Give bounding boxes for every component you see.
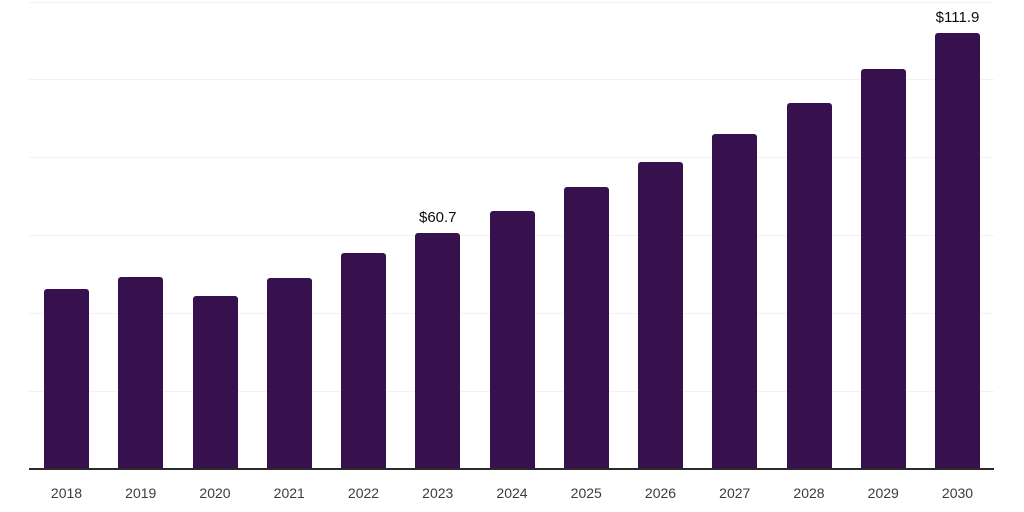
x-tick-2022: 2022 xyxy=(347,485,380,501)
x-tick-2019: 2019 xyxy=(125,485,157,501)
x-tick-2025: 2025 xyxy=(570,485,602,501)
x-tick-2024: 2024 xyxy=(496,485,528,501)
bar-2030[interactable] xyxy=(935,33,980,468)
x-tick-2021: 2021 xyxy=(273,485,305,501)
bar-2018[interactable] xyxy=(44,288,89,468)
value-label-2030: $111.9 xyxy=(935,9,980,27)
x-tick-2026: 2026 xyxy=(644,485,677,501)
bar-2020[interactable] xyxy=(192,296,238,468)
bar-2029[interactable] xyxy=(860,69,906,468)
gridline-80 xyxy=(29,157,994,159)
bar-2019[interactable] xyxy=(118,277,164,468)
x-tick-2028: 2028 xyxy=(793,485,825,501)
bar-2028[interactable] xyxy=(786,102,832,468)
value-label-2023: $60.7 xyxy=(418,208,457,226)
bar-2022[interactable] xyxy=(341,252,386,468)
x-tick-2027: 2027 xyxy=(719,485,751,501)
gridline-100 xyxy=(29,79,994,81)
bar-2024[interactable] xyxy=(489,211,535,468)
x-tick-2020: 2020 xyxy=(199,485,231,501)
gridline-120 xyxy=(29,1,994,3)
bar-2023[interactable] xyxy=(415,232,461,468)
bar-2021[interactable] xyxy=(266,278,312,468)
x-axis-line xyxy=(29,468,994,470)
bar-2025[interactable] xyxy=(563,187,609,468)
x-tick-2030: 2030 xyxy=(941,485,974,501)
bar-2026[interactable] xyxy=(638,161,683,468)
x-tick-2029: 2029 xyxy=(867,485,899,501)
x-tick-2023: 2023 xyxy=(422,485,454,501)
bar-2027[interactable] xyxy=(712,133,758,468)
x-tick-2018: 2018 xyxy=(50,485,83,501)
